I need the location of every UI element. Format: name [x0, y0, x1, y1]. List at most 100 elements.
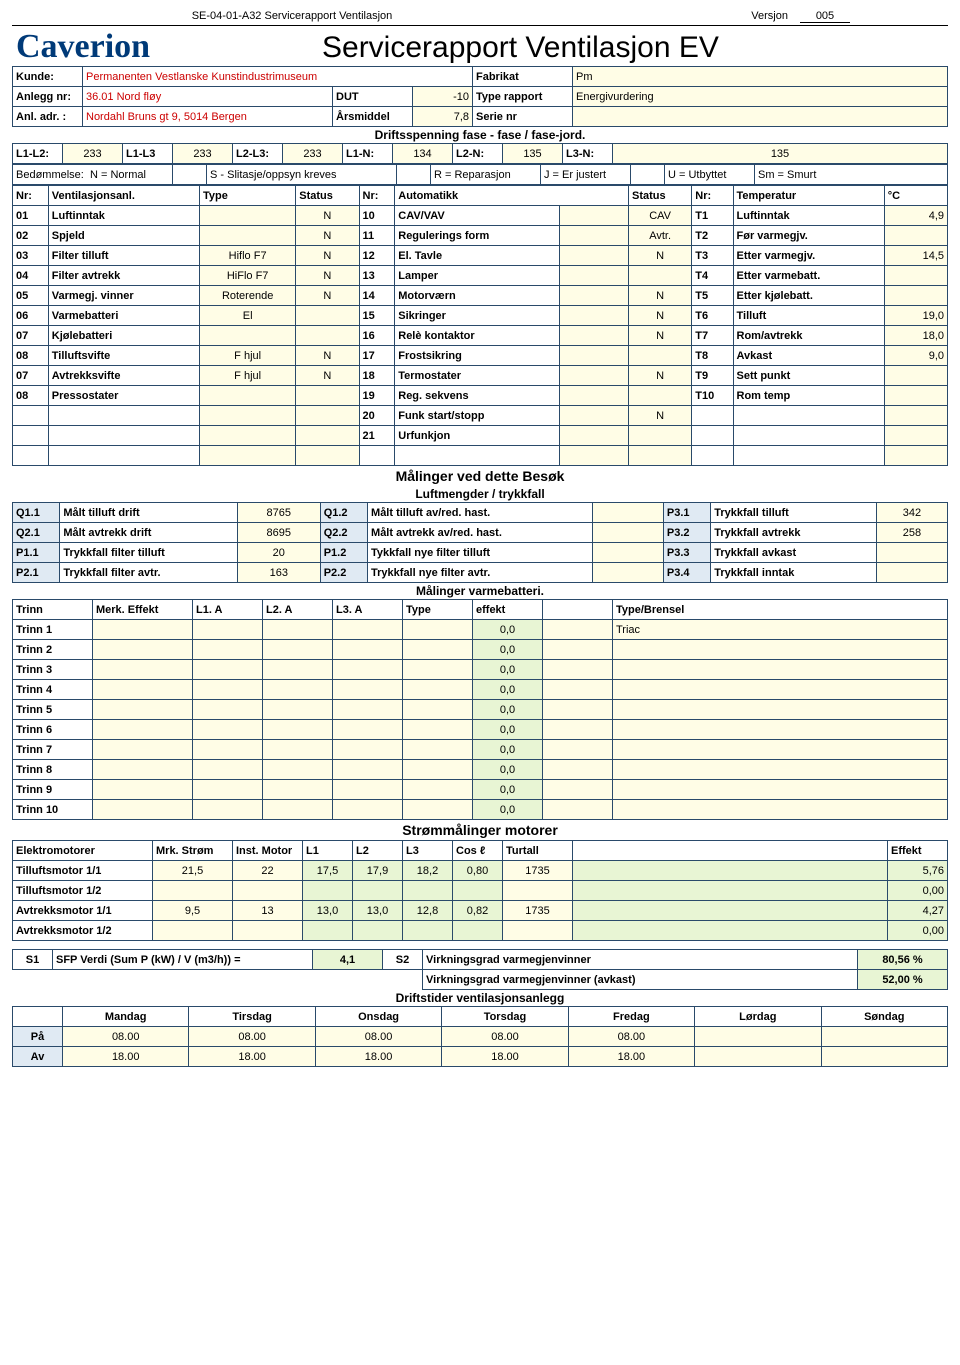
vent-row-status: N: [296, 346, 359, 366]
varme-head: Trinn: [13, 600, 93, 620]
auto-row-name: Regulerings form: [395, 226, 560, 246]
drift-off-value: 18.00: [568, 1047, 694, 1067]
temp-row-val: [884, 386, 947, 406]
brand-logo: Caverion: [12, 28, 322, 66]
auto-row-status: N: [629, 406, 692, 426]
sfp-value: 4,1: [313, 950, 383, 970]
vent-row-type: [200, 326, 296, 346]
drift-on-value: 08.00: [442, 1027, 568, 1047]
auto-row-name: Frostsikring: [395, 346, 560, 366]
trinn-label: Trinn 5: [13, 700, 93, 720]
trinn-brensel: [613, 660, 948, 680]
temp-row-nr: T5: [692, 286, 733, 306]
motor-head: Mrk. Strøm: [153, 841, 233, 861]
l1l2-label: L1-L2:: [13, 144, 63, 164]
motor-head: Effekt: [888, 841, 948, 861]
auto-row-name: Funk start/stopp: [395, 406, 560, 426]
temp-row-nr: T10: [692, 386, 733, 406]
motor-name: Avtrekksmotor 1/2: [13, 921, 153, 941]
trinn-brensel: [613, 800, 948, 820]
trinn-label: Trinn 7: [13, 740, 93, 760]
temp-row-name: Før varmegjv.: [733, 226, 884, 246]
auto-row-nr: 16: [359, 326, 395, 346]
vent-row-status: [296, 306, 359, 326]
arsmiddel-label: Årsmiddel: [333, 107, 413, 127]
auto-row-x: [560, 406, 629, 426]
luft-code: P3.1: [663, 503, 710, 523]
trinn-label: Trinn 8: [13, 760, 93, 780]
l2l3-value: 233: [283, 144, 343, 164]
vent-row-name: Spjeld: [48, 226, 199, 246]
l3n-value: 135: [613, 144, 948, 164]
temp-row-name: Tilluft: [733, 306, 884, 326]
dut-label: DUT: [333, 87, 413, 107]
luft-label: Trykkfall avtrekk: [711, 523, 877, 543]
bed-label: Bedømmelse: N = Normal: [13, 165, 173, 185]
drift-on-value: [821, 1027, 947, 1047]
trinn-label: Trinn 4: [13, 680, 93, 700]
vent-row-type: [200, 226, 296, 246]
luft-table: Q1.1 Målt tilluft drift 8765 Q1.2 Målt t…: [12, 502, 948, 583]
vent-row-type: HiFlo F7: [200, 266, 296, 286]
vent-row-type: Hiflo F7: [200, 246, 296, 266]
malinger-title: Målinger ved dette Besøk: [12, 466, 948, 486]
trinn-effekt: 0,0: [473, 660, 543, 680]
vent-row-name: Varmegj. vinner: [48, 286, 199, 306]
vent-row-name: Varmebatteri: [48, 306, 199, 326]
day-head: Tirsdag: [189, 1007, 315, 1027]
auto-row-nr: 13: [359, 266, 395, 286]
luft-label: Trykkfall filter tilluft: [60, 543, 238, 563]
fabrikat-value: Pm: [573, 67, 948, 87]
bed-u: U = Utbyttet: [665, 165, 755, 185]
trinn-label: Trinn 10: [13, 800, 93, 820]
temp-row-name: Rom/avtrekk: [733, 326, 884, 346]
vent-row-status: N: [296, 246, 359, 266]
bed-r: R = Reparasjon: [431, 165, 541, 185]
vent-row-nr: 07: [13, 366, 49, 386]
varme-head: Type: [403, 600, 473, 620]
drift-off-value: [695, 1047, 821, 1067]
sfp-label: SFP Verdi (Sum P (kW) / V (m3/h)) =: [53, 950, 313, 970]
vent-row-name: Filter tilluft: [48, 246, 199, 266]
motor-head: [573, 841, 888, 861]
vent-row-nr: 08: [13, 346, 49, 366]
trinn-effekt: 0,0: [473, 680, 543, 700]
auto-row-status: N: [629, 306, 692, 326]
luft-label: Trykkfall inntak: [711, 563, 877, 583]
l3n-label: L3-N:: [563, 144, 613, 164]
luft-value: 8695: [237, 523, 320, 543]
auto-row-status: CAV: [629, 206, 692, 226]
temp-row-nr: T4: [692, 266, 733, 286]
trinn-effekt: 0,0: [473, 780, 543, 800]
doc-id: SE-04-01-A32 Servicerapport Ventilasjon: [12, 8, 572, 25]
luft-value: 20: [237, 543, 320, 563]
doc-header: SE-04-01-A32 Servicerapport Ventilasjon …: [12, 8, 948, 26]
auto-row-name: El. Tavle: [395, 246, 560, 266]
temp-row-val: 9,0: [884, 346, 947, 366]
auto-row-nr: 21: [359, 426, 395, 446]
trinn-label: Trinn 2: [13, 640, 93, 660]
virkgrad-label: Virkningsgrad varmegjenvinner: [423, 950, 858, 970]
varme-head: Merk. Effekt: [93, 600, 193, 620]
bed-sm: Sm = Smurt: [755, 165, 948, 185]
vent-row-status: N: [296, 206, 359, 226]
vent-row-type: F hjul: [200, 346, 296, 366]
day-head: Søndag: [821, 1007, 947, 1027]
l1l3-value: 233: [173, 144, 233, 164]
trinn-effekt: 0,0: [473, 800, 543, 820]
motor-head: Elektromotorer: [13, 841, 153, 861]
motor-table: ElektromotorerMrk. StrømInst. MotorL1L2L…: [12, 840, 948, 941]
luft-title: Luftmengder / trykkfall: [12, 486, 948, 502]
volt-table: L1-L2: 233 L1-L3 233 L2-L3: 233 L1-N: 13…: [12, 143, 948, 164]
adr-value: Nordahl Bruns gt 9, 5014 Bergen: [83, 107, 333, 127]
l1n-label: L1-N:: [343, 144, 393, 164]
bed-j: J = Er justert: [541, 165, 631, 185]
luft-value: 8765: [237, 503, 320, 523]
motor-head: Inst. Motor: [233, 841, 303, 861]
vent-row-nr: 01: [13, 206, 49, 226]
dut-value: -10: [413, 87, 473, 107]
bed-table: Bedømmelse: N = Normal S - Slitasje/opps…: [12, 164, 948, 185]
luft-code: P3.4: [663, 563, 710, 583]
temp-row-nr: T6: [692, 306, 733, 326]
vent-row-status: N: [296, 366, 359, 386]
